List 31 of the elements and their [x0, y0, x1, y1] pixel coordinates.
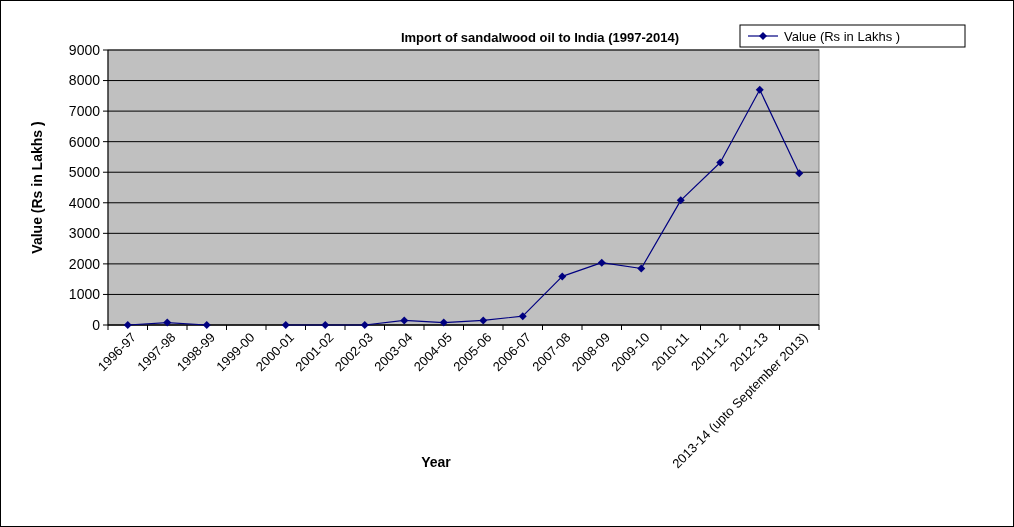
y-tick-label: 5000 — [68, 164, 101, 181]
point — [202, 321, 211, 329]
y-axis-title: Value (Rs in Lakhs ) — [29, 121, 45, 254]
y-tick-label: 9000 — [68, 41, 101, 58]
x-axis-title: Year — [421, 454, 452, 470]
point — [716, 158, 725, 167]
y-tick-label: 0 — [92, 316, 101, 333]
point — [518, 312, 527, 321]
point — [439, 318, 448, 327]
point — [400, 316, 409, 325]
point — [795, 169, 804, 178]
point — [597, 258, 606, 267]
point — [321, 321, 330, 329]
point — [558, 272, 567, 281]
legend-label: Value (Rs in Lakhs ) — [784, 28, 901, 44]
point — [281, 321, 290, 329]
point — [123, 321, 132, 329]
y-tick-label: 7000 — [68, 103, 101, 120]
y-tick-label: 2000 — [68, 255, 101, 272]
chart-title: Import of sandalwood oil to India (1997-2014) — [400, 30, 680, 45]
y-tick-label: 4000 — [68, 194, 101, 211]
point — [755, 85, 764, 94]
point — [163, 318, 172, 327]
y-tick-label: 8000 — [68, 72, 101, 89]
y-tick-label: 3000 — [68, 225, 101, 242]
y-tick-label: 1000 — [68, 286, 101, 303]
point — [360, 321, 369, 329]
point — [676, 196, 685, 205]
y-tick-label: 6000 — [68, 133, 101, 150]
point — [479, 316, 488, 325]
point — [637, 264, 646, 273]
